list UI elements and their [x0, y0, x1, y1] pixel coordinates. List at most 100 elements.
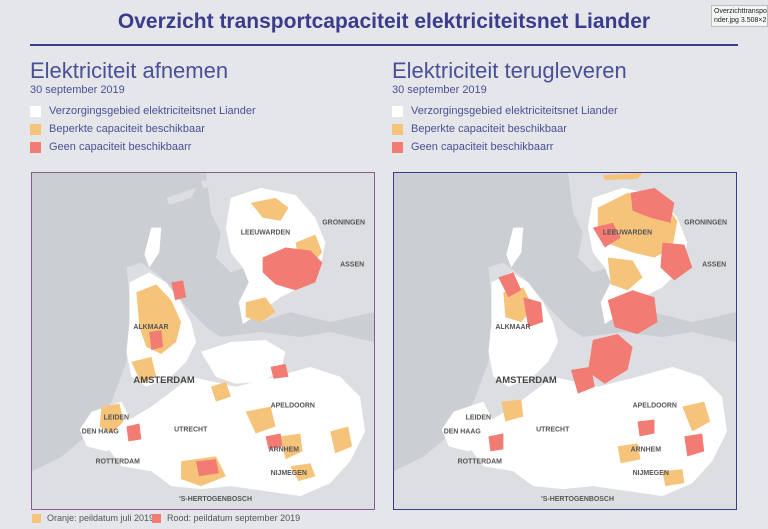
city-amsterdam: AMSTERDAM	[495, 375, 556, 386]
service-gelderland	[468, 366, 728, 497]
patch	[330, 426, 353, 454]
city-nijmegen: NIJMEGEN	[633, 470, 669, 477]
patch	[637, 419, 655, 437]
city-apeldoorn: APELDOORN	[271, 403, 315, 410]
footer-red-label: Rood: peildatum september 2019	[167, 513, 301, 523]
legend: Verzorgingsgebied elektriciteitsnet Lian…	[30, 102, 390, 156]
legend-label: Verzorgingsgebied elektriciteitsnet Lian…	[49, 105, 256, 117]
legend-label: Geen capaciteit beschikbaarr	[411, 141, 554, 153]
legend-swatch-red	[392, 141, 403, 153]
patch	[171, 280, 187, 301]
patch	[270, 363, 289, 379]
patches-red	[126, 247, 323, 477]
patch	[570, 366, 595, 394]
legend-item-limited: Beperkte capaciteit beschikbaar	[392, 120, 752, 138]
city-den-bosch: 'S-HERTOGENBOSCH	[179, 496, 252, 503]
patch	[99, 403, 124, 434]
patch	[662, 469, 685, 487]
city-leeuwarden: LEEUWARDEN	[241, 230, 290, 237]
service-gelderland	[106, 366, 366, 497]
city-leiden: LEIDEN	[104, 415, 129, 422]
city-assen: ASSEN	[702, 261, 726, 268]
island-3	[240, 173, 281, 180]
patch	[149, 330, 164, 350]
city-rotterdam: ROTTERDAM	[458, 458, 503, 465]
footer-swatch-orange	[32, 513, 41, 523]
legend-label: Beperkte capaciteit beschikbaar	[49, 123, 205, 135]
footer-orange-label: Oranje: peildatum juli 2019	[47, 513, 155, 523]
panel-date: 30 september 2019	[392, 84, 487, 96]
island-3	[602, 173, 643, 180]
footer-red-note: Rood: peildatum september 2019	[152, 513, 300, 523]
patch	[607, 290, 658, 335]
city-leeuwarden: LEEUWARDEN	[603, 230, 652, 237]
city-groningen: GRONINGEN	[322, 220, 365, 227]
panel-terugleveren-header: Elektriciteit terugleveren 30 september …	[392, 58, 752, 156]
city-apeldoorn: APELDOORN	[633, 403, 677, 410]
patch	[682, 401, 711, 432]
panel-title: Elektriciteit afnemen	[30, 58, 229, 83]
patch	[196, 459, 219, 477]
map-afnemen[interactable]: GRONINGEN LEEUWARDEN ASSEN ALKMAAR AMSTE…	[31, 172, 375, 510]
patch	[210, 381, 231, 402]
patch	[265, 433, 283, 450]
city-alkmaar: ALKMAAR	[495, 324, 530, 331]
panel-afnemen-header: Elektriciteit afnemen 30 september 2019 …	[30, 58, 390, 156]
panel-date: 30 september 2019	[30, 84, 125, 96]
city-rotterdam: ROTTERDAM	[96, 458, 141, 465]
patch	[617, 443, 641, 464]
patch	[262, 247, 323, 291]
file-tooltip-line2: nder.jpg 3.508×2.48	[714, 17, 767, 24]
patch	[245, 297, 276, 323]
patch	[126, 423, 142, 442]
city-den-haag: DEN HAAG	[82, 428, 119, 435]
city-groningen: GRONINGEN	[684, 220, 727, 227]
map-afnemen-svg: GRONINGEN LEEUWARDEN ASSEN ALKMAAR AMSTE…	[32, 173, 374, 509]
island-texel	[144, 227, 162, 268]
patch	[498, 272, 522, 298]
title-divider	[30, 44, 738, 46]
footer-swatch-red	[152, 513, 161, 523]
legend-label: Geen capaciteit beschikbaarr	[49, 141, 192, 153]
patch	[630, 187, 675, 223]
legend-label: Verzorgingsgebied elektriciteitsnet Lian…	[411, 105, 618, 117]
file-tooltip: Overzichttransporto nder.jpg 3.508×2.48	[711, 5, 768, 27]
service-flevoland	[201, 340, 286, 384]
patch	[280, 433, 303, 460]
city-arnhem: ARNHEM	[631, 446, 662, 453]
city-utrecht: UTRECHT	[536, 426, 570, 433]
legend-swatch-orange	[392, 123, 403, 135]
service-zuidholland	[441, 401, 494, 452]
map-terugleveren[interactable]: GRONINGEN LEEUWARDEN ASSEN ALKMAAR AMSTE…	[393, 172, 737, 510]
legend-swatch-red	[30, 141, 41, 153]
city-leiden: LEIDEN	[466, 415, 491, 422]
island-texel	[506, 227, 524, 268]
legend-item-none: Geen capaciteit beschikbaarr	[30, 138, 390, 156]
patch	[503, 287, 534, 323]
patch	[523, 297, 544, 328]
patch	[592, 222, 621, 248]
island-1	[166, 187, 197, 205]
city-assen: ASSEN	[340, 261, 364, 268]
patch	[660, 242, 693, 281]
patches-red	[488, 187, 705, 457]
city-utrecht: UTRECHT	[174, 426, 208, 433]
patch	[607, 257, 643, 291]
city-amsterdam: AMSTERDAM	[133, 375, 194, 386]
patch	[245, 406, 276, 434]
patch	[587, 334, 633, 384]
city-arnhem: ARNHEM	[269, 446, 300, 453]
page-title: Overzicht transportcapaciteit elektricit…	[117, 10, 651, 33]
map-terugleveren-svg: GRONINGEN LEEUWARDEN ASSEN ALKMAAR AMSTE…	[394, 173, 736, 509]
city-den-bosch: 'S-HERTOGENBOSCH	[541, 496, 614, 503]
patch	[136, 284, 182, 354]
patch	[501, 399, 524, 422]
legend-item-service-area: Verzorgingsgebied elektriciteitsnet Lian…	[392, 102, 752, 120]
file-tooltip-line1: Overzichttransporto	[714, 8, 767, 15]
legend-swatch-white	[30, 105, 41, 117]
legend: Verzorgingsgebied elektriciteitsnet Lian…	[392, 102, 752, 156]
patch	[131, 356, 157, 384]
patch	[684, 433, 705, 457]
city-nijmegen: NIJMEGEN	[271, 470, 307, 477]
legend-swatch-white	[392, 105, 403, 117]
